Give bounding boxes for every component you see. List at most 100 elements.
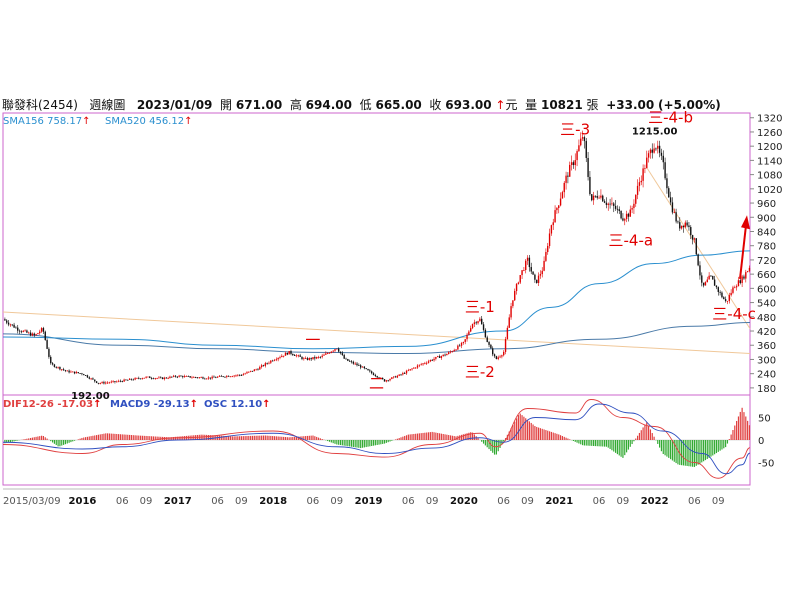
time-tick-label: 06: [593, 496, 606, 507]
candlestick-series: [4, 130, 751, 385]
candle-body: [156, 378, 158, 379]
candle-body: [635, 194, 637, 204]
candle-body: [290, 351, 292, 354]
candle-body: [251, 370, 254, 372]
candle-body: [455, 349, 457, 351]
candle-body: [224, 376, 226, 378]
candle-body: [240, 375, 243, 376]
close-value: 693.00: [445, 98, 492, 112]
candle-body: [671, 202, 674, 213]
candle-body: [77, 372, 79, 374]
candle-body: [44, 331, 46, 341]
candle-body: [176, 376, 178, 378]
candle-body: [105, 382, 107, 384]
candle-body: [503, 351, 505, 356]
candle-body: [359, 365, 362, 368]
candle-body: [286, 352, 289, 355]
candle-body: [721, 292, 723, 298]
candle-body: [387, 380, 389, 382]
candle-body: [424, 363, 426, 364]
candle-body: [693, 238, 696, 240]
candle-body: [59, 366, 61, 370]
candle-body: [332, 350, 334, 352]
macd-tick-label: 0: [758, 436, 764, 447]
candle-body: [22, 330, 24, 332]
candle-body: [679, 222, 681, 229]
candle-body: [664, 162, 666, 179]
candle-body: [710, 275, 712, 277]
candle-body: [680, 225, 683, 229]
candle-body: [624, 219, 626, 221]
time-tick-label: 2021: [545, 496, 573, 507]
macd-tick-label: -50: [758, 459, 774, 470]
candle-body: [633, 203, 635, 209]
candle-body: [449, 351, 452, 353]
candle-body: [90, 378, 92, 380]
time-tick-label: 06: [497, 496, 510, 507]
candle-body: [253, 369, 256, 372]
price-tick-label: 540: [757, 299, 776, 310]
price-tick-label: 900: [757, 213, 776, 224]
candle-body: [728, 295, 730, 301]
candle-body: [380, 377, 382, 379]
candle-body: [548, 233, 551, 246]
high-label: 高: [289, 98, 302, 112]
candle-body: [539, 274, 542, 276]
candle-body: [620, 210, 622, 219]
candle-body: [510, 306, 512, 318]
candle-body: [699, 265, 701, 276]
price-panel-frame: [2, 112, 751, 396]
price-tick-label: 720: [757, 256, 776, 267]
time-tick-label: 06: [211, 496, 224, 507]
wave-annotation: 三-2: [465, 363, 495, 381]
price-tick-label: 960: [757, 199, 776, 210]
macd-legend-label: DIF12-26 -17.03↑: [3, 399, 102, 410]
candle-body: [24, 330, 26, 332]
candle-body: [475, 322, 477, 324]
candle-body: [646, 157, 648, 168]
candle-body: [297, 355, 300, 357]
time-tick-label: 09: [426, 496, 439, 507]
candle-body: [471, 324, 474, 329]
candle-body: [594, 195, 597, 197]
candle-body: [400, 374, 402, 376]
candle-body: [598, 197, 600, 199]
candle-body: [314, 357, 316, 359]
candle-body: [603, 201, 606, 203]
candle-body: [310, 358, 312, 360]
candle-body: [666, 178, 668, 189]
candle-body: [211, 376, 213, 379]
candle-body: [572, 162, 575, 166]
candle-body: [497, 357, 499, 359]
candle-body: [108, 382, 111, 384]
candle-body: [158, 377, 160, 379]
wave-annotation: 一: [305, 331, 320, 349]
candle-body: [7, 322, 10, 325]
candle-body: [191, 377, 193, 379]
candle-body: [268, 362, 270, 364]
open-label: 開: [220, 98, 233, 112]
wave-annotation: 三-4-c: [712, 305, 756, 323]
candle-body: [55, 366, 57, 368]
candle-body: [625, 213, 628, 220]
high-value: 694.00: [305, 98, 352, 112]
candle-body: [99, 383, 101, 384]
low-label: 低: [359, 98, 372, 112]
candle-body: [495, 356, 498, 359]
candle-body: [116, 381, 118, 383]
price-tick-label: 480: [757, 313, 776, 324]
price-tick-label: 1020: [757, 185, 782, 196]
candle-body: [442, 354, 444, 357]
wave-annotation: 三-3: [560, 120, 590, 138]
candle-body: [746, 271, 749, 273]
candle-body: [394, 376, 397, 378]
candle-body: [174, 375, 177, 377]
candle-body: [178, 375, 180, 377]
candle-body: [567, 175, 569, 177]
candle-body: [75, 372, 78, 374]
candle-body: [402, 373, 404, 375]
candle-body: [42, 328, 45, 332]
candle-body: [361, 366, 364, 368]
candle-body: [508, 317, 510, 328]
